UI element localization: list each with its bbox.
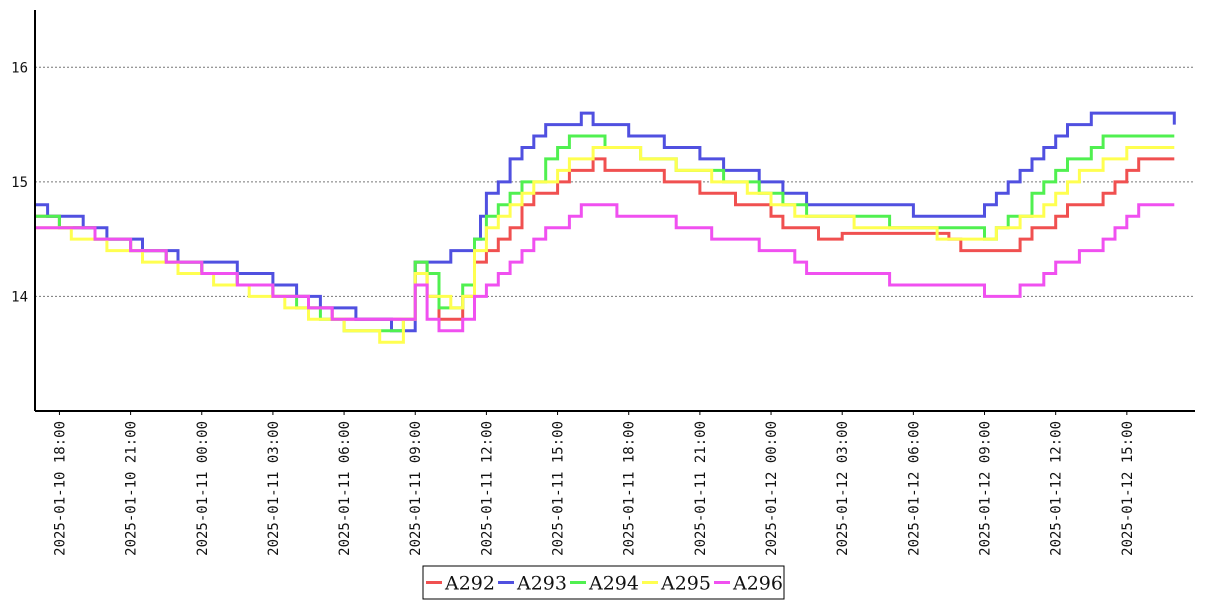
series-line-a293 bbox=[35, 111, 1176, 333]
x-tick-label: 2025-01-11 03:00 bbox=[266, 421, 282, 556]
x-tick-label: 2025-01-11 09:00 bbox=[408, 421, 424, 556]
x-tick-label: 2025-01-11 21:00 bbox=[693, 421, 709, 556]
legend: A292 A293 A294 A295 A296 bbox=[422, 565, 785, 600]
x-tick-label: 2025-01-10 18:00 bbox=[52, 421, 68, 556]
x-tick-label: 2025-01-11 00:00 bbox=[195, 421, 211, 556]
legend-label-a295: A295 bbox=[660, 573, 711, 595]
y-tick-label: 16 bbox=[11, 60, 28, 76]
x-tick-label: 2025-01-12 12:00 bbox=[1049, 421, 1065, 556]
legend-label-a293: A293 bbox=[516, 573, 567, 595]
x-tick-label: 2025-01-12 03:00 bbox=[835, 421, 851, 556]
series-line-a296 bbox=[35, 203, 1175, 333]
x-tick-label: 2025-01-11 12:00 bbox=[479, 421, 495, 556]
y-tick-labels: 14 15 16 bbox=[11, 60, 28, 305]
x-tick-labels: 2025-01-10 18:00 2025-01-10 21:00 2025-01-… bbox=[52, 411, 1136, 556]
x-tick-label: 2025-01-12 06:00 bbox=[906, 421, 922, 556]
x-tick-label: 2025-01-12 15:00 bbox=[1120, 421, 1136, 556]
grid-layer bbox=[35, 66, 1195, 297]
x-tick-label: 2025-01-11 15:00 bbox=[551, 421, 567, 556]
axis-layer bbox=[34, 10, 1195, 412]
x-tick-label: 2025-01-10 21:00 bbox=[124, 421, 140, 556]
x-tick-label: 2025-01-12 09:00 bbox=[978, 421, 994, 556]
series-line-a295 bbox=[35, 146, 1175, 344]
series-layer bbox=[35, 111, 1176, 344]
legend-label-a294: A294 bbox=[588, 573, 639, 595]
x-tick-label: 2025-01-11 06:00 bbox=[337, 421, 353, 556]
x-tick-label: 2025-01-12 00:00 bbox=[764, 421, 780, 556]
x-tick-label: 2025-01-11 18:00 bbox=[622, 421, 638, 556]
y-tick-label: 15 bbox=[11, 175, 28, 191]
legend-label-a296: A296 bbox=[732, 573, 783, 595]
y-tick-label: 14 bbox=[11, 289, 28, 305]
legend-label-a292: A292 bbox=[444, 573, 495, 595]
